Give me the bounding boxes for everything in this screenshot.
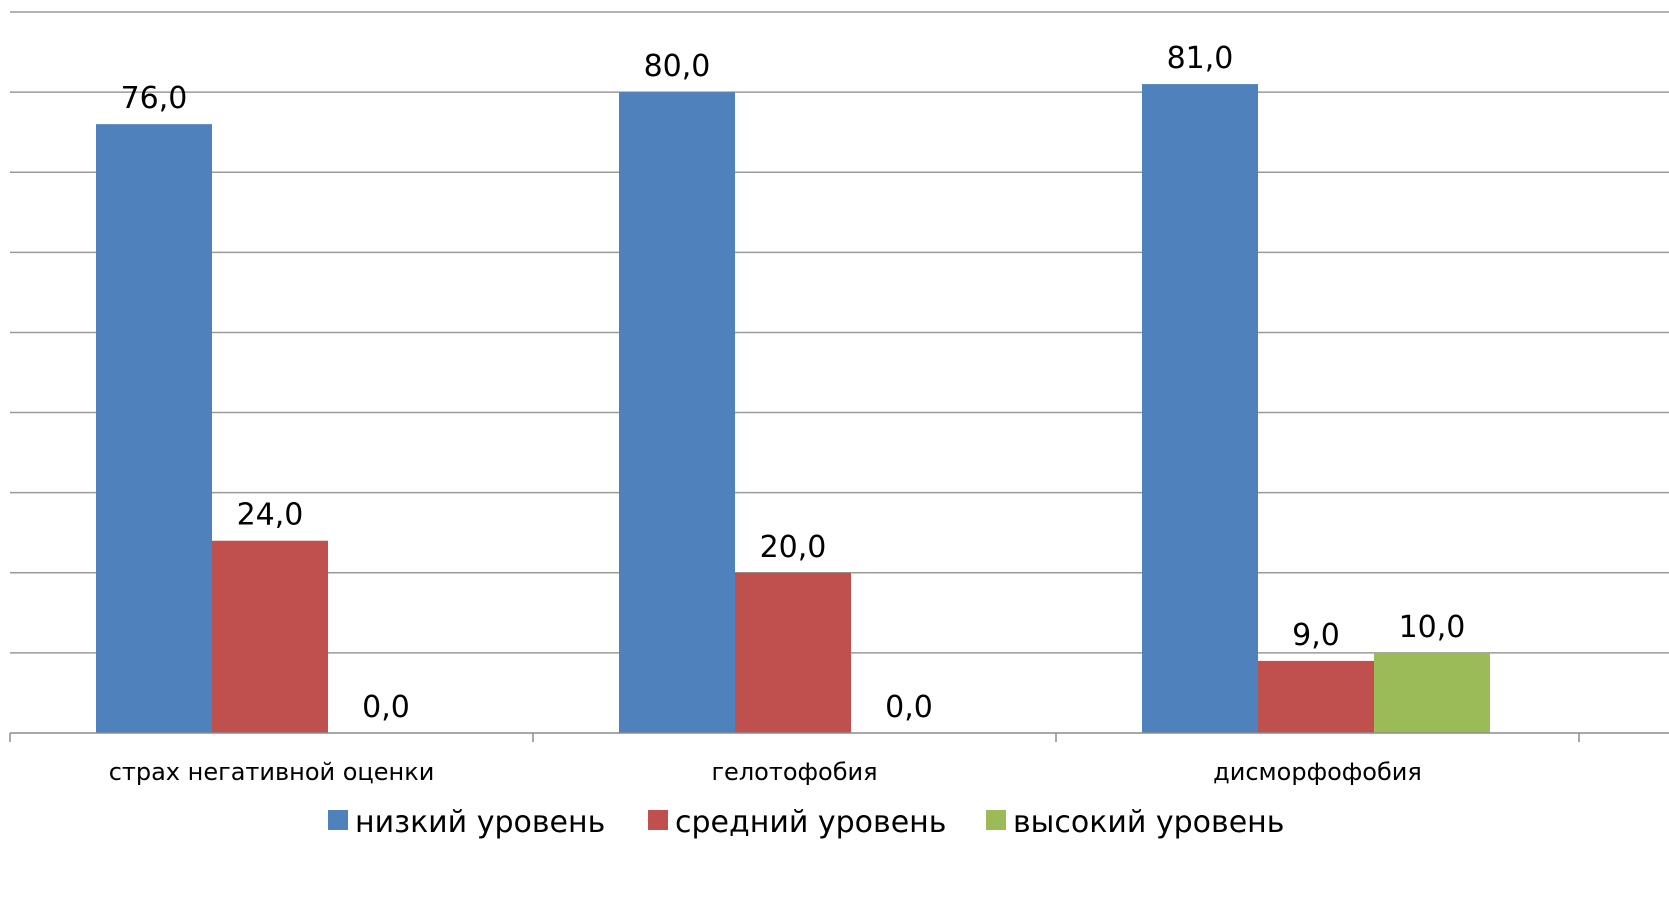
category-label: страх негативной оценки <box>109 758 435 786</box>
data-labels: 76,0 24,0 0,0 80,0 20,0 0,0 81,0 9,0 10,0 <box>121 41 1466 725</box>
data-label: 80,0 <box>644 49 711 84</box>
data-label: 9,0 <box>1292 618 1340 653</box>
legend-swatch <box>328 810 348 830</box>
category-labels: страх негативной оценки гелотофобия дисмор… <box>109 758 1422 786</box>
data-label: 76,0 <box>121 81 188 116</box>
bar <box>619 92 735 734</box>
data-label: 0,0 <box>885 690 933 725</box>
legend-label: средний уровень <box>675 805 946 840</box>
x-axis <box>9 732 1669 742</box>
legend-swatch <box>986 810 1006 830</box>
data-label: 10,0 <box>1399 610 1466 645</box>
legend: низкий уровень средний уровень высокий уро… <box>328 805 1284 840</box>
bar <box>735 572 851 733</box>
data-label: 24,0 <box>237 498 304 533</box>
legend-label: низкий уровень <box>355 805 605 840</box>
bars <box>96 84 1490 734</box>
category-label: гелотофобия <box>711 758 877 786</box>
bar <box>1258 660 1374 733</box>
data-label: 81,0 <box>1167 41 1234 76</box>
bar <box>1374 652 1490 733</box>
legend-label: высокий уровень <box>1013 805 1284 840</box>
bar <box>1142 84 1258 734</box>
data-label: 20,0 <box>760 530 827 565</box>
data-label: 0,0 <box>362 690 410 725</box>
bar <box>96 124 212 733</box>
category-label: дисморфофобия <box>1213 758 1422 786</box>
bar <box>212 540 328 733</box>
legend-swatch <box>648 810 668 830</box>
